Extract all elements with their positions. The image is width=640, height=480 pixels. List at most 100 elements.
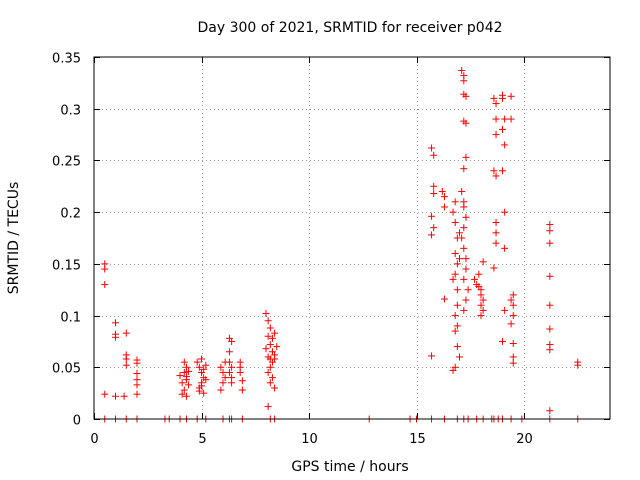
data-point <box>430 151 438 159</box>
data-point <box>182 392 190 400</box>
data-point <box>462 265 470 273</box>
data-point <box>180 358 188 366</box>
data-point <box>228 363 236 371</box>
data-point <box>499 125 506 133</box>
data-point <box>460 306 468 314</box>
y-tick-label: 0.3 <box>60 104 81 119</box>
data-point <box>460 165 468 173</box>
data-point <box>266 341 274 349</box>
data-point <box>471 275 479 283</box>
data-point <box>546 227 554 235</box>
y-tick-label: 0.2 <box>60 207 81 222</box>
data-point <box>456 353 463 361</box>
data-point <box>268 334 276 342</box>
data-point <box>198 382 205 390</box>
data-point <box>264 403 272 411</box>
data-point <box>574 361 582 369</box>
data-point <box>122 361 130 369</box>
data-point <box>501 244 509 252</box>
plot-frame <box>93 56 611 420</box>
data-point <box>501 115 509 123</box>
data-point <box>462 153 470 161</box>
data-point <box>509 339 517 347</box>
data-point <box>462 92 470 100</box>
y-tick-label: 0 <box>73 414 81 429</box>
data-point <box>477 291 485 299</box>
data-point <box>273 343 281 351</box>
data-point <box>122 355 130 363</box>
data-point <box>198 355 205 363</box>
data-point <box>456 229 463 237</box>
data-point <box>492 172 500 180</box>
data-point <box>507 92 515 100</box>
data-point <box>477 301 485 309</box>
data-point <box>238 386 246 394</box>
data-point <box>120 392 128 400</box>
data-point <box>509 359 517 367</box>
data-point <box>458 66 466 74</box>
data-point <box>492 229 500 237</box>
data-point <box>428 352 436 360</box>
data-point <box>193 358 201 366</box>
data-point <box>458 187 466 195</box>
data-point <box>178 379 186 387</box>
data-point <box>509 312 517 320</box>
data-point <box>180 368 188 376</box>
data-point <box>180 386 188 394</box>
data-point <box>451 327 459 335</box>
data-point <box>271 355 279 363</box>
data-point <box>262 310 270 318</box>
data-point <box>200 365 208 373</box>
data-point <box>271 384 279 392</box>
data-point <box>460 203 468 211</box>
y-tick-label: 0.35 <box>52 52 81 67</box>
data-point <box>507 115 515 123</box>
data-point <box>202 376 210 384</box>
data-point <box>440 295 448 303</box>
data-point <box>428 231 436 239</box>
data-point <box>492 239 500 247</box>
data-point <box>238 377 246 385</box>
data-point <box>453 286 461 294</box>
data-point <box>430 224 438 232</box>
x-axis-label: GPS time / hours <box>291 459 408 475</box>
chart-title: Day 300 of 2021, SRMTID for receiver p04… <box>197 20 502 36</box>
data-point <box>176 372 184 380</box>
data-point <box>221 374 229 382</box>
data-point <box>185 381 193 389</box>
data-point <box>460 224 468 232</box>
data-point <box>509 353 517 361</box>
data-point <box>264 332 272 340</box>
data-point <box>440 203 448 211</box>
data-point <box>428 144 436 152</box>
data-point <box>449 275 457 283</box>
data-point <box>182 363 190 371</box>
data-point <box>453 260 461 268</box>
data-point <box>200 389 208 397</box>
data-point <box>462 296 470 304</box>
data-point <box>464 286 472 294</box>
x-tick-label: 20 <box>516 432 533 447</box>
data-point <box>456 255 463 263</box>
data-point <box>112 319 119 327</box>
data-point <box>195 387 203 395</box>
axis-ticks: 0 5 10 15 20 0 0.05 0.1 0.15 0.2 0.25 0.3 0.35 <box>52 52 610 447</box>
data-point <box>262 345 270 353</box>
data-point <box>479 258 487 266</box>
data-point <box>133 390 141 398</box>
data-point <box>501 141 509 149</box>
data-point <box>133 381 141 389</box>
data-point <box>266 363 274 371</box>
data-point <box>195 363 203 371</box>
data-point <box>490 94 498 102</box>
data-point <box>133 369 141 377</box>
data-point <box>546 239 554 247</box>
data-point <box>499 94 506 102</box>
y-axis-label: SRMTID / TECUs <box>6 182 22 295</box>
grid-lines <box>94 57 610 419</box>
data-point <box>451 218 459 226</box>
data-point <box>451 270 459 278</box>
data-point <box>490 264 498 272</box>
x-tick-label: 15 <box>409 432 426 447</box>
